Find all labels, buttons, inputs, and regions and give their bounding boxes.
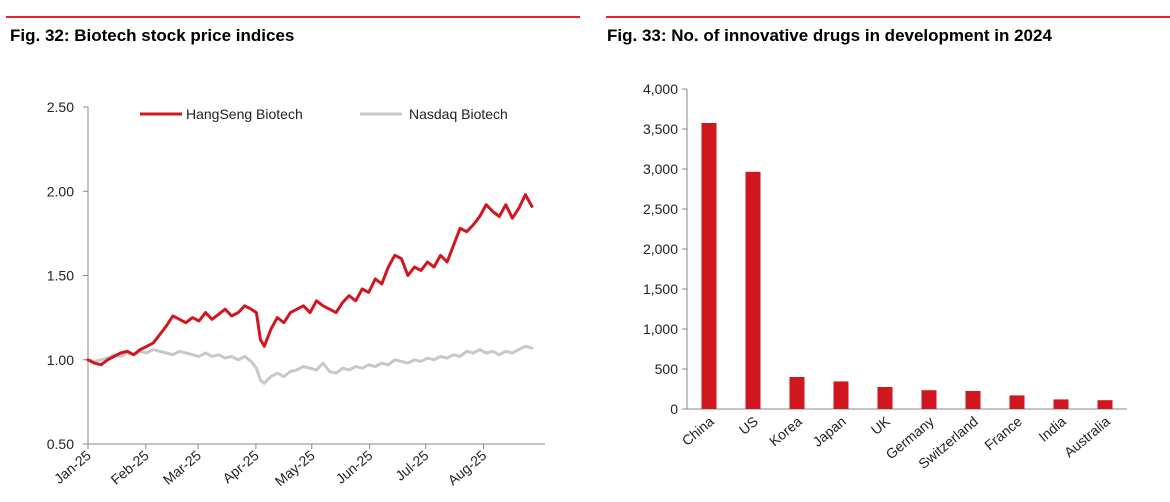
fig32-x-tick-label: Feb-25	[108, 447, 152, 488]
fig33-top-rule	[606, 16, 1170, 18]
series-line-nasdaq-biotech	[86, 344, 534, 385]
fig32-x-tick-label: Jun-25	[332, 447, 375, 487]
fig32-title: Fig. 32: Biotech stock price indices	[10, 26, 295, 45]
fig33-bar-chart: 4,000 3,500 3,000 2,500 2,000 1,500 1,000 500 0C…	[643, 81, 1127, 472]
fig32-y-tick-label: 0.50	[47, 436, 74, 452]
bar-korea	[789, 377, 805, 409]
legend-label-nasdaq-biotech: Nasdaq Biotech	[409, 106, 508, 122]
fig32-x-tick-label: Mar-25	[160, 447, 204, 488]
bar-france	[1009, 395, 1025, 409]
series-line-hangseng-biotech	[86, 193, 534, 367]
fig32-y-tick-label: 2.50	[47, 99, 74, 115]
bar-switzerland	[965, 391, 981, 409]
fig32-x-tick-label: Jul-25	[392, 447, 432, 484]
fig32-x-tick-label: Aug-25	[445, 447, 490, 488]
fig33-title: Fig. 33: No. of innovative drugs in deve…	[607, 26, 1052, 45]
fig33-x-tick-label: India	[1035, 413, 1069, 445]
bar-uk	[877, 387, 893, 409]
fig33-y-tick-label: 500	[655, 361, 679, 377]
fig32-top-rule	[6, 16, 580, 18]
fig33-x-tick-label: US	[736, 413, 761, 438]
bar-australia	[1097, 400, 1113, 409]
fig33-y-tick-label: 4,000	[643, 81, 678, 97]
bar-japan	[833, 381, 849, 409]
fig33-x-tick-label: Japan	[809, 413, 849, 450]
fig32-x-tick-label: May-25	[272, 447, 318, 489]
fig33-y-tick-label: 1,500	[643, 281, 678, 297]
fig33-y-tick-label: 1,000	[643, 321, 678, 337]
bar-germany	[921, 390, 937, 409]
fig32-y-tick-label: 2.00	[47, 183, 74, 199]
fig33-y-tick-label: 2,000	[643, 241, 678, 257]
fig33-x-tick-label: Korea	[766, 413, 805, 449]
fig33-y-tick-label: 0	[670, 401, 678, 417]
fig33-y-tick-label: 3,000	[643, 161, 678, 177]
fig33-x-tick-label: UK	[868, 413, 894, 438]
fig33-y-tick-label: 2,500	[643, 201, 678, 217]
bar-india	[1053, 399, 1069, 409]
fig33-panel: Fig. 33: No. of innovative drugs in deve…	[600, 0, 1170, 502]
fig33-x-tick-label: China	[679, 413, 717, 449]
bar-us	[745, 171, 761, 409]
fig32-y-tick-label: 1.50	[47, 268, 74, 284]
fig32-x-tick-label: Apr-25	[219, 447, 262, 486]
fig33-x-tick-label: Australia	[1061, 413, 1113, 460]
fig32-x-tick-label: Jan-25	[51, 447, 94, 487]
fig32-panel: Fig. 32: Biotech stock price indices 2.5…	[6, 16, 580, 489]
fig33-x-tick-label: France	[981, 413, 1025, 453]
legend-label-hangseng-biotech: HangSeng Biotech	[186, 106, 303, 122]
bar-china	[701, 123, 717, 409]
fig33-y-tick-label: 3,500	[643, 121, 678, 137]
fig32-y-tick-label: 1.00	[47, 352, 74, 368]
